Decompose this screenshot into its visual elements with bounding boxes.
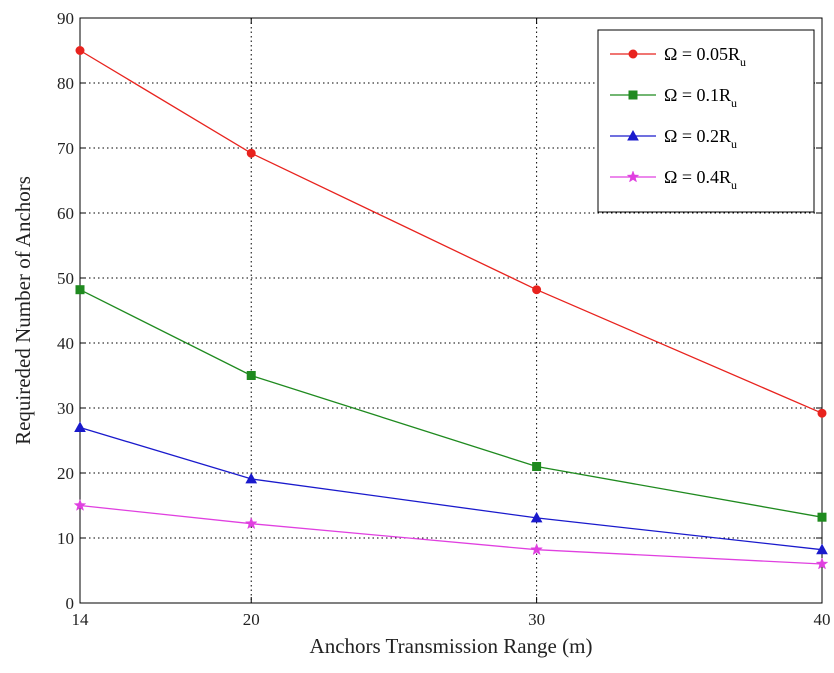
x-tick-label: 30	[528, 610, 545, 629]
y-tick-label: 80	[57, 74, 74, 93]
data-point	[530, 542, 544, 556]
legend-item: Ω = 0.05Ru	[610, 44, 746, 69]
x-tick-label: 40	[814, 610, 831, 629]
legend-label: Ω = 0.2Ru	[664, 126, 737, 151]
legend-item: Ω = 0.1Ru	[610, 85, 737, 110]
series-2	[75, 285, 827, 522]
data-point	[817, 512, 827, 522]
legend-marker	[626, 170, 640, 183]
plot-area	[79, 17, 823, 604]
series-1	[75, 46, 827, 418]
y-tick-label: 30	[57, 399, 74, 418]
legend-box	[597, 29, 815, 213]
series-layer	[73, 46, 829, 570]
y-tick-label: 90	[57, 9, 74, 28]
data-point	[815, 557, 829, 570]
data-point	[532, 285, 542, 295]
data-point	[75, 285, 85, 295]
legend-item: Ω = 0.4Ru	[610, 167, 737, 192]
x-tick-label: 14	[72, 610, 90, 629]
legend-label: Ω = 0.1Ru	[664, 85, 737, 110]
legend: Ω = 0.05Ru Ω = 0.1Ru Ω = 0.2Ru Ω = 0.4Ru	[597, 29, 815, 213]
data-point	[530, 511, 543, 523]
y-tick-label: 60	[57, 204, 74, 223]
y-tick-label: 50	[57, 269, 74, 288]
legend-label: Ω = 0.05Ru	[664, 44, 746, 69]
x-axis-label: Anchors Transmission Range (m)	[310, 634, 593, 658]
data-point	[817, 408, 827, 418]
x-tick-label: 20	[243, 610, 260, 629]
legend-marker	[628, 49, 638, 59]
y-tick-label: 0	[66, 594, 75, 613]
data-point	[816, 543, 828, 555]
grid-lines	[80, 18, 822, 603]
data-point	[245, 472, 258, 484]
series-3	[74, 421, 828, 555]
data-point	[244, 516, 258, 530]
series-line	[79, 289, 823, 518]
data-point	[74, 421, 86, 432]
data-point	[75, 46, 85, 55]
data-point	[246, 371, 256, 380]
series-4	[73, 498, 829, 570]
y-tick-label: 70	[57, 139, 74, 158]
data-point	[246, 148, 256, 158]
series-line	[79, 504, 823, 565]
y-tick-label: 10	[57, 529, 74, 548]
series-line	[79, 49, 823, 414]
y-axis-label: Requireded Number of Anchors	[11, 176, 35, 445]
axis-ticks: 14 20 30 40 0 10 20 30 40 50 60 70 80 90	[57, 9, 831, 629]
series-line	[79, 426, 823, 551]
data-point	[532, 462, 542, 471]
y-tick-label: 40	[57, 334, 74, 353]
data-point	[73, 498, 87, 511]
legend-marker	[628, 90, 638, 100]
legend-label: Ω = 0.4Ru	[664, 167, 737, 192]
legend-marker	[627, 129, 639, 141]
legend-item: Ω = 0.2Ru	[610, 126, 737, 151]
y-tick-label: 20	[57, 464, 74, 483]
